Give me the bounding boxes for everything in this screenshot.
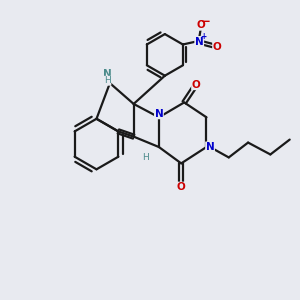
Text: +: + (200, 32, 206, 41)
Text: N: N (206, 142, 214, 152)
Text: O: O (196, 20, 205, 30)
Text: O: O (177, 182, 186, 192)
Text: H: H (142, 153, 149, 162)
Text: N: N (195, 37, 204, 46)
Text: N: N (103, 69, 112, 79)
Text: O: O (213, 43, 221, 52)
Text: H: H (104, 76, 111, 85)
Text: O: O (192, 80, 200, 90)
Text: −: − (201, 15, 211, 28)
Text: N: N (154, 109, 163, 119)
